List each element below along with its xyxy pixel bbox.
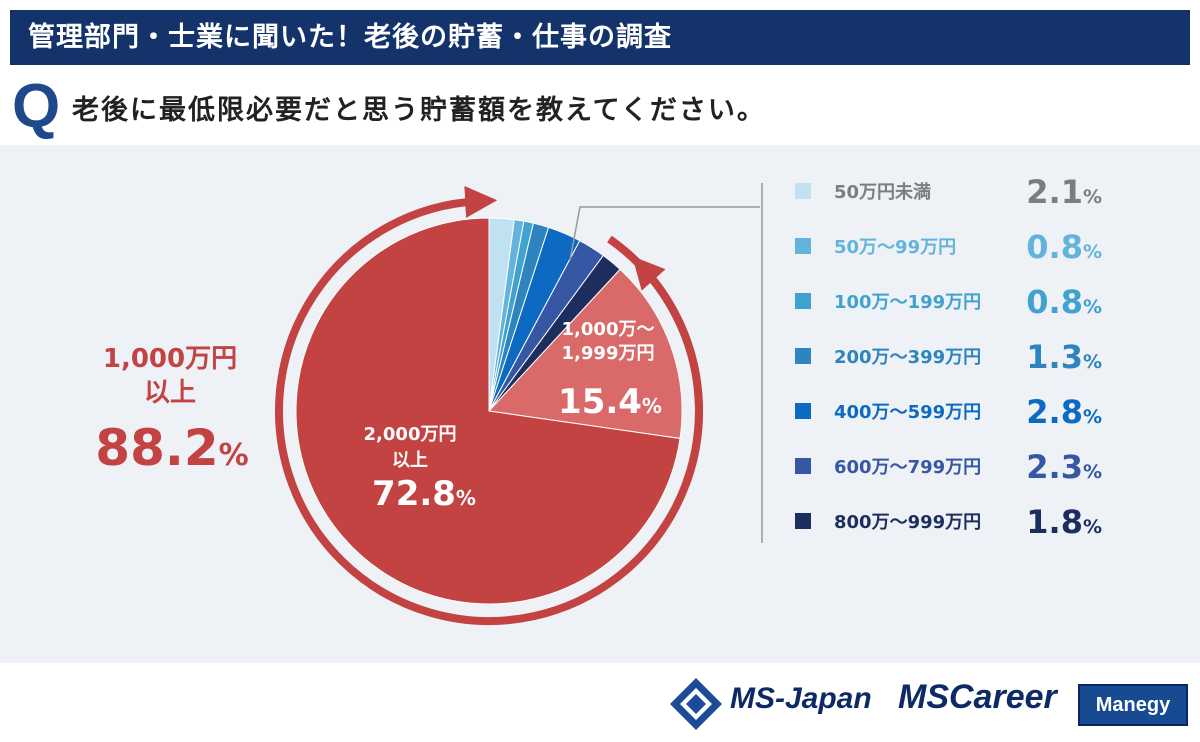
legend-swatch <box>795 238 811 254</box>
slice-label-2000-plus: 以上 <box>392 450 428 471</box>
legend-value: 0.8% <box>1026 228 1102 266</box>
legend-value: 0.8% <box>1026 283 1102 321</box>
pie-chart: 1,000万～1,999万円15.4%2,000万円以上72.8%1,000万円… <box>95 173 1102 625</box>
footer <box>0 663 1200 742</box>
legend-value: 2.3% <box>1026 448 1102 486</box>
slice-label-1000-1999: 1,999万円 <box>562 343 655 364</box>
legend-swatch <box>795 458 811 474</box>
legend-label: 600万～799万円 <box>834 457 981 478</box>
ms-japan-logo-icon <box>670 678 722 730</box>
legend-label: 50万～99万円 <box>834 237 956 258</box>
slice-value-2000-plus: 72.8% <box>372 474 476 514</box>
legend-label: 800万～999万円 <box>834 512 981 533</box>
page-title: 管理部門・士業に聞いた！老後の貯蓄・仕事の調査 <box>10 10 1190 65</box>
legend-label: 400万～599万円 <box>834 402 981 423</box>
slice-label-1000-1999: 1,000万～ <box>562 319 655 340</box>
pie-slice <box>487 268 683 440</box>
legend-value: 2.1% <box>1026 173 1102 211</box>
group-ring-arrow-right <box>632 256 703 485</box>
question-text: 老後に最低限必要だと思う貯蓄額を教えてください。 <box>72 95 766 126</box>
slice-value-1000-1999: 15.4% <box>558 382 662 422</box>
legend-leader-line <box>569 206 760 261</box>
legend-label: 100万～199万円 <box>834 292 981 313</box>
brand-ms-career: MSCareer <box>898 678 1057 716</box>
legend-label: 50万円未満 <box>834 181 931 203</box>
group-value-1000-plus: 88.2% <box>95 419 248 477</box>
group-label-1000-plus: 以上 <box>144 378 196 408</box>
legend-swatch <box>795 403 811 419</box>
legend-swatch <box>795 293 811 309</box>
brand-ms-japan: MS-Japan <box>730 682 872 715</box>
legend-swatch <box>795 513 811 529</box>
pie-slice <box>295 217 681 605</box>
slice-label-2000-plus: 2,000万円 <box>364 424 457 445</box>
legend-value: 1.8% <box>1026 503 1102 541</box>
legend-swatch <box>795 348 811 364</box>
brand-manegy-label: Manegy <box>1095 694 1171 716</box>
brand-manegy-logo: Manegy <box>1078 684 1188 726</box>
legend-value: 2.8% <box>1026 393 1102 431</box>
legend-label: 200万～399万円 <box>834 347 981 368</box>
question-mark-icon: Q <box>12 72 61 141</box>
question-row: Q 老後に最低限必要だと思う貯蓄額を教えてください。 <box>12 72 1188 141</box>
group-label-1000-plus: 1,000万円 <box>103 344 237 374</box>
legend-swatch <box>795 183 811 199</box>
legend-value: 1.3% <box>1026 338 1102 376</box>
